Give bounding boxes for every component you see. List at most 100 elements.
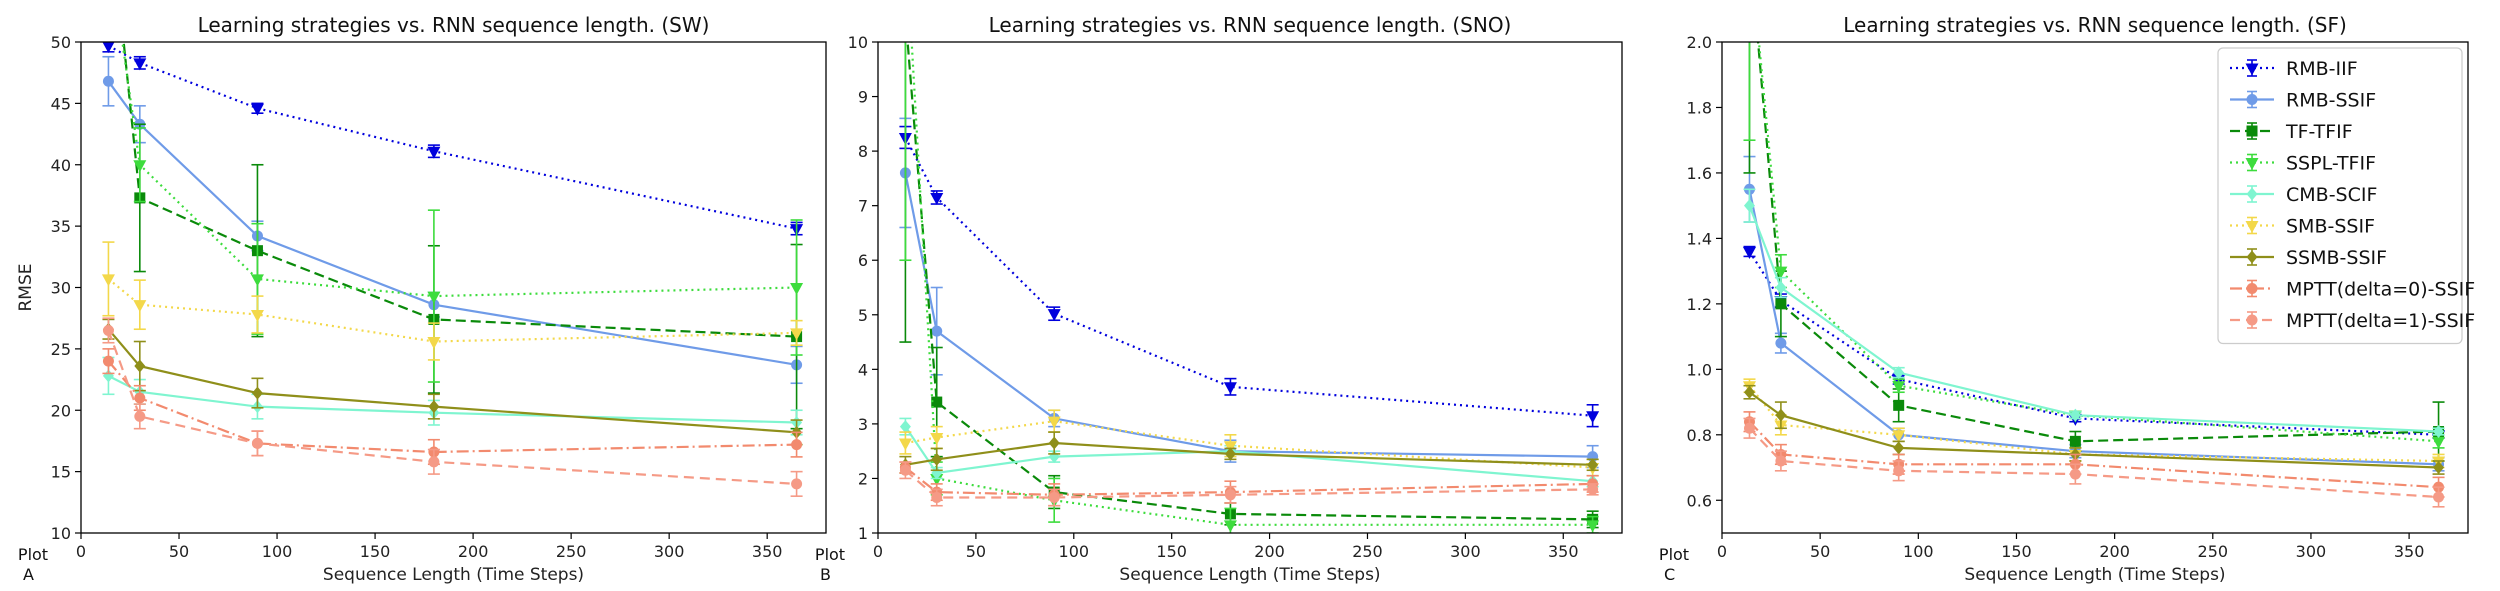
data-point — [2433, 425, 2445, 439]
data-point — [1775, 281, 1787, 294]
legend-marker — [2246, 94, 2258, 105]
y-tick-label: 1.4 — [1687, 229, 1712, 248]
data-point — [102, 355, 114, 367]
data-point — [1224, 489, 1236, 501]
series-SSPL-TFIF — [899, 42, 1600, 533]
data-point — [791, 478, 803, 490]
y-tick-label: 6 — [858, 251, 868, 270]
series-TF-TFIF — [122, 42, 803, 430]
y-tick-label: 15 — [51, 463, 71, 482]
series-line — [1748, 385, 2439, 463]
x-tick-label: 150 — [360, 542, 391, 561]
axes-frame — [80, 41, 827, 534]
data-point — [2433, 461, 2445, 475]
data-point — [134, 410, 146, 422]
legend-entry: MPTT(delta=1)-SSIF — [2230, 310, 2475, 332]
data-point — [134, 392, 146, 404]
data-point — [250, 103, 264, 116]
chart-title: Learning strategies vs. RNN sequence len… — [989, 13, 1512, 37]
series-line — [107, 328, 797, 434]
legend-label: MPTT(delta=0)-SSIF — [2286, 279, 2475, 301]
data-point — [1893, 366, 1905, 380]
x-tick-label: 250 — [556, 542, 587, 561]
legend-marker — [2246, 125, 2258, 137]
y-tick-label: 1.8 — [1687, 98, 1712, 117]
data-point — [2069, 468, 2081, 480]
data-point — [1223, 382, 1237, 395]
plot-tag-letter: C — [1664, 565, 1675, 584]
legend-entry: RMB-IIF — [2230, 58, 2358, 80]
series-SSPL-TFIF — [121, 42, 804, 383]
legend-marker — [2245, 158, 2259, 170]
y-tick-label: 50 — [51, 33, 71, 52]
data-point — [1775, 455, 1787, 467]
y-tick-label: 1.6 — [1687, 164, 1712, 183]
data-point — [133, 160, 147, 173]
legend-marker — [2246, 250, 2258, 264]
data-point — [250, 274, 264, 287]
legend-label: RMB-SSIF — [2286, 90, 2376, 112]
x-tick-label: 300 — [654, 542, 685, 561]
x-tick-label: 50 — [169, 542, 189, 561]
data-point — [1775, 298, 1787, 310]
series-MPTT(delta=1)-SSIF — [102, 317, 803, 497]
y-tick-label: 9 — [858, 88, 868, 107]
y-tick-label: 1.2 — [1687, 295, 1712, 314]
data-point — [134, 359, 146, 373]
plot-area — [101, 42, 804, 497]
legend-marker — [2246, 314, 2258, 326]
y-tick-label: 35 — [51, 217, 71, 236]
chart-panel-2: 0 50 100 150 200 250 300 350 1 2 3 4 5 6 7 8 9 10 Learning… — [815, 9, 1623, 585]
data-point — [1743, 199, 1755, 213]
x-tick-label: 300 — [1450, 542, 1481, 561]
data-point — [251, 437, 263, 449]
series-line — [1748, 427, 2439, 499]
plot-tag-label: Plot — [18, 545, 48, 564]
data-point — [900, 9, 911, 20]
y-tick-label: 30 — [51, 279, 71, 298]
y-tick-label: 0.8 — [1687, 426, 1712, 445]
data-point — [427, 337, 441, 350]
data-point — [1587, 458, 1599, 472]
y-tick-label: 1 — [858, 524, 868, 543]
series-line — [905, 441, 1593, 466]
axes-frame — [1721, 41, 2469, 534]
chart-title: Learning strategies vs. RNN sequence len… — [1843, 13, 2347, 37]
y-tick-label: 10 — [51, 524, 71, 543]
data-point — [1223, 441, 1237, 454]
series-RMB-IIF — [102, 42, 804, 237]
x-tick-label: 200 — [458, 542, 489, 561]
chart-panel-3: 0 50 100 150 200 250 300 350 0.6 0.8 1.0 1.2 1.4 1.6 1… — [1659, 13, 2475, 585]
x-axis-label: Sequence Length (Time Steps) — [1964, 565, 2225, 585]
chart-panel-1: 0 50 100 150 200 250 300 350 10 15 20 25 30 35 40 45 50 L… — [16, 13, 827, 585]
legend-label: SSPL-TFIF — [2286, 153, 2376, 175]
x-tick-label: 50 — [966, 542, 986, 561]
series-line — [122, 42, 797, 338]
x-tick-label: 100 — [1903, 542, 1934, 561]
data-point — [1893, 441, 1905, 455]
chart-title: Learning strategies vs. RNN sequence len… — [198, 13, 710, 37]
data-point — [791, 439, 803, 451]
series-CMB-SCIF — [1743, 188, 2445, 439]
data-point — [1586, 520, 1600, 533]
data-point — [790, 328, 804, 341]
series-SSMB-SSIF — [899, 431, 1599, 474]
x-axis-label: Sequence Length (Time Steps) — [323, 565, 584, 585]
data-point — [102, 75, 114, 87]
x-tick-label: 200 — [1254, 542, 1285, 561]
legend-entry: MPTT(delta=0)-SSIF — [2230, 279, 2475, 301]
x-tick-label: 100 — [1059, 542, 1090, 561]
data-point — [931, 452, 943, 466]
x-tick-label: 350 — [2394, 542, 2425, 561]
data-point — [2069, 408, 2081, 422]
legend-entry: CMB-SCIF — [2230, 184, 2377, 206]
data-point — [427, 291, 441, 304]
x-tick-label: 200 — [2099, 542, 2130, 561]
data-point — [1893, 399, 1905, 411]
y-tick-label: 5 — [858, 306, 868, 325]
x-tick-label: 150 — [2001, 542, 2032, 561]
data-point — [1774, 266, 1788, 279]
y-axis-label: RMSE — [16, 263, 36, 311]
legend-entry: SSPL-TFIF — [2230, 153, 2376, 175]
data-point — [1587, 483, 1599, 495]
